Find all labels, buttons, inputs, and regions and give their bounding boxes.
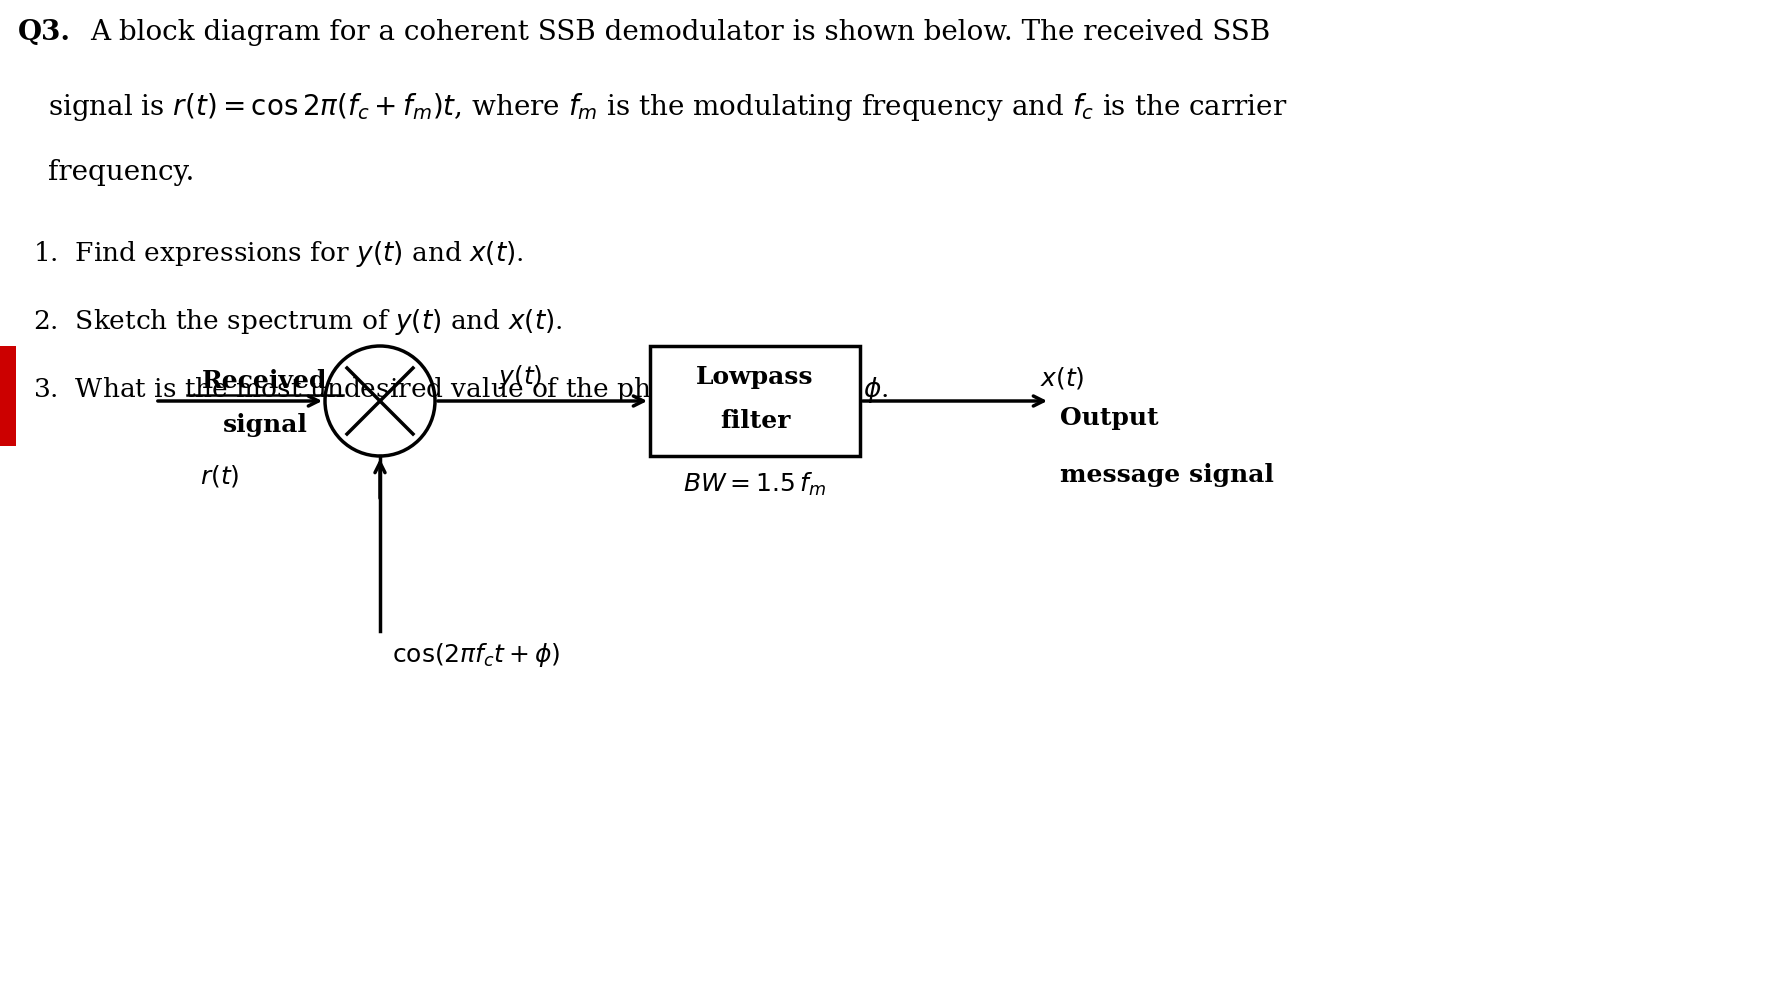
Text: filter: filter [720, 409, 790, 433]
Text: Received: Received [202, 369, 328, 393]
Text: Lowpass: Lowpass [697, 365, 813, 389]
Bar [0, 346, 16, 446]
Text: signal: signal [222, 413, 308, 437]
Text: message signal: message signal [1060, 463, 1273, 487]
Text: signal is $r(t) = \cos2\pi(f_c+f_m)t$, where $f_m$ is the modulating frequency a: signal is $r(t) = \cos2\pi(f_c+f_m)t$, w… [48, 91, 1288, 123]
Text: $y(t)$: $y(t)$ [498, 363, 543, 391]
Text: A block diagram for a coherent SSB demodulator is shown below. The received SSB: A block diagram for a coherent SSB demod… [90, 19, 1270, 46]
Bar [650, 346, 860, 456]
Text: frequency.: frequency. [48, 159, 195, 186]
Text: 2.  Sketch the spectrum of $y(t)$ and $x(t)$.: 2. Sketch the spectrum of $y(t)$ and $x(… [32, 307, 562, 337]
Text: $BW = 1.5\, f_m$: $BW = 1.5\, f_m$ [684, 471, 826, 498]
Text: $\cos(2\pi f_c t + \phi)$: $\cos(2\pi f_c t + \phi)$ [392, 641, 561, 669]
Text: 3.  What is the most undesired value of the phase error angle $\phi$.: 3. What is the most undesired value of t… [32, 375, 888, 405]
Text: Q3.: Q3. [18, 19, 72, 46]
Text: Output: Output [1060, 406, 1159, 430]
Text: $x(t)$: $x(t)$ [1041, 365, 1085, 391]
Text: 1.  Find expressions for $y(t)$ and $x(t)$.: 1. Find expressions for $y(t)$ and $x(t)… [32, 239, 523, 269]
Text: $r(t)$: $r(t)$ [201, 463, 240, 489]
